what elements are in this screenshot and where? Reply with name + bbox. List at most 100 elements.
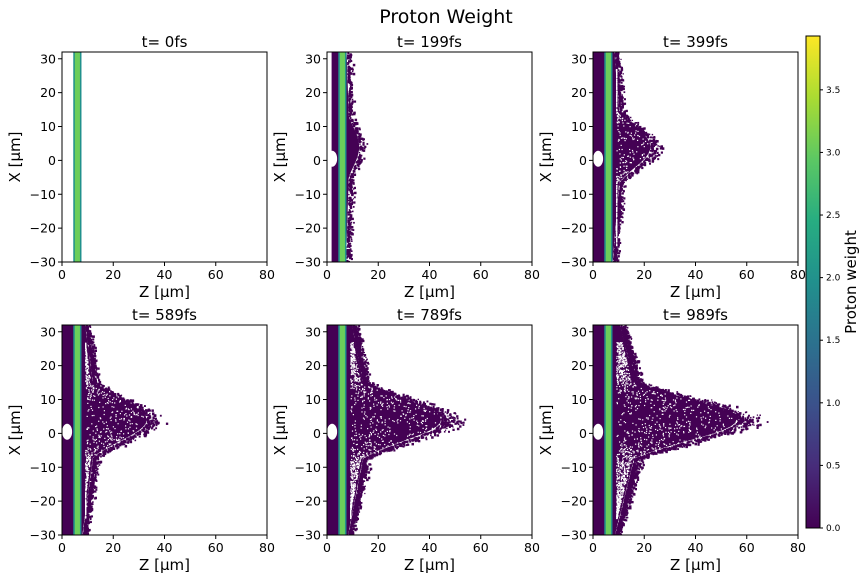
particle-dot [436,411,439,414]
particle-dot [414,440,417,443]
gap-dot [85,374,87,376]
particle-dot [89,342,92,345]
particle-dot [98,461,101,464]
particle-dot [361,361,364,364]
particle-dot [364,381,367,383]
particle-dot [397,446,399,448]
particle-dot [356,131,359,135]
particle-dot [440,415,442,417]
particle-dot [95,469,98,471]
gap-dot [89,383,91,385]
particle-dot [616,238,619,241]
particle-dot [452,428,455,431]
particle-dot [348,179,351,182]
gap-dot [100,418,102,420]
particle-dot [355,329,358,331]
particle-dot [136,434,139,436]
plot-area [327,325,532,535]
gap-dot [95,432,97,434]
gap-dot [621,120,623,122]
particle-dot [613,252,616,255]
particle-dot [617,209,620,212]
particle-dot [154,419,157,421]
gap-dot [624,161,626,164]
particle-dot [358,127,361,130]
particle-dot [84,522,87,525]
particle-dot [351,175,355,179]
particle-dot [628,172,631,175]
particle-dot [366,479,369,481]
gap-dot [103,422,105,425]
gap-dot [88,453,90,455]
particle-dot [398,395,401,397]
particle-dot [145,410,147,412]
particle-dot [120,394,123,397]
particle-dot [360,145,363,148]
particle-dot [95,368,98,370]
particle-dot [94,487,96,489]
particle-dot [391,447,393,449]
gap-dot [624,140,626,142]
particle-dot [405,398,407,400]
particle-dot [616,78,619,81]
particle-dot [90,502,92,504]
particle-dot [363,380,366,382]
gap-dot [85,517,87,519]
particle-dot [391,390,394,394]
particle-dot [349,213,351,216]
particle-dot [658,153,661,157]
particle-dot [355,504,358,507]
particle-dot [358,480,362,483]
particle-dot [92,346,95,350]
particle-dot [620,211,623,213]
gap-dot [107,444,109,447]
particle-dot [361,149,364,152]
gap-dot [88,470,90,472]
particle-dot [357,491,359,493]
particle-dot [362,362,365,366]
particle-dot [617,74,620,77]
particle-dot [359,494,361,497]
particle-dot [348,107,352,110]
particle-dot [616,63,618,65]
particle-dot [367,368,369,370]
particle-dot [347,79,351,83]
particle-dot [148,422,151,426]
particle-dot [95,486,98,489]
particle-dot [349,222,352,225]
particle-dot [93,380,96,383]
particle-dot [649,139,652,142]
particle-dot [441,419,444,422]
particle-dot [618,78,620,80]
gap-dot [616,70,618,72]
particle-dot [350,199,353,202]
particle-dot [365,356,367,359]
particle-dot [415,401,418,403]
gap-dot [85,505,87,507]
particle-dot [353,111,356,115]
gap-dot [616,186,618,188]
gap-dot [106,402,108,404]
particle-dot [353,196,356,199]
particle-dot [350,83,353,86]
particle-dot [651,148,655,152]
gap-dot [126,421,129,423]
gap-dot [107,397,109,400]
particle-dot [452,421,455,424]
particle-dot [100,386,103,389]
particle-dot [119,442,122,446]
gap-dot [626,161,628,163]
gap-dot [86,370,88,372]
particle-dot [355,495,358,498]
particle-dot [109,393,113,396]
gap-dot [85,504,87,507]
particle-dot [622,190,625,193]
gap-dot [89,377,91,379]
particle-dot [350,95,353,98]
particle-dot [379,450,382,453]
gap-dot [86,428,88,430]
particle-dot [360,475,363,478]
particle-dot [89,515,92,518]
particle-dot [615,64,618,67]
particle-fringe [82,325,169,535]
